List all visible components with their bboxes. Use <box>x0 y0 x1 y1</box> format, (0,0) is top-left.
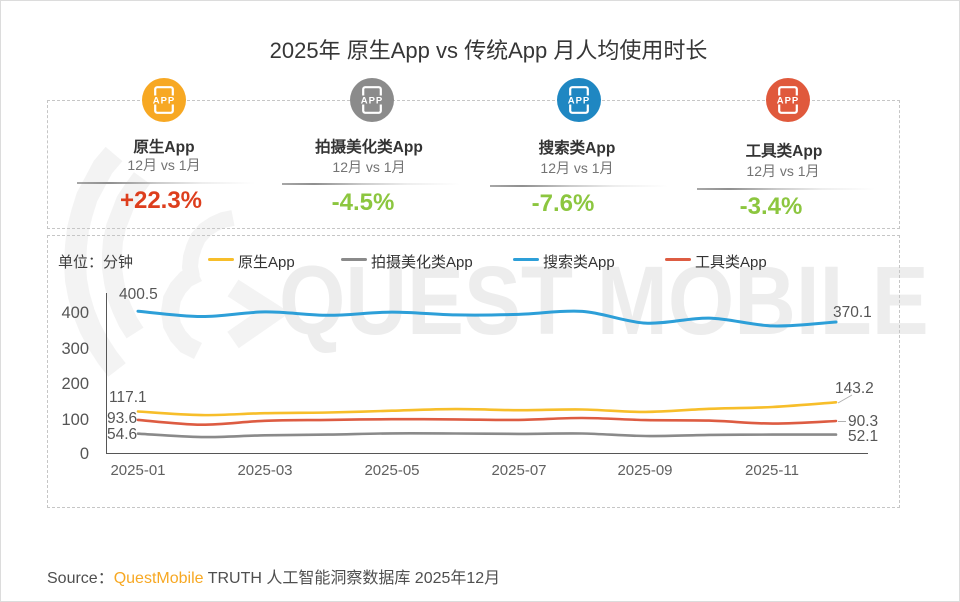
svg-text:APP: APP <box>361 95 384 106</box>
svg-text:APP: APP <box>568 95 591 106</box>
svg-text:APP: APP <box>777 95 800 106</box>
svg-text:APP: APP <box>153 95 176 106</box>
